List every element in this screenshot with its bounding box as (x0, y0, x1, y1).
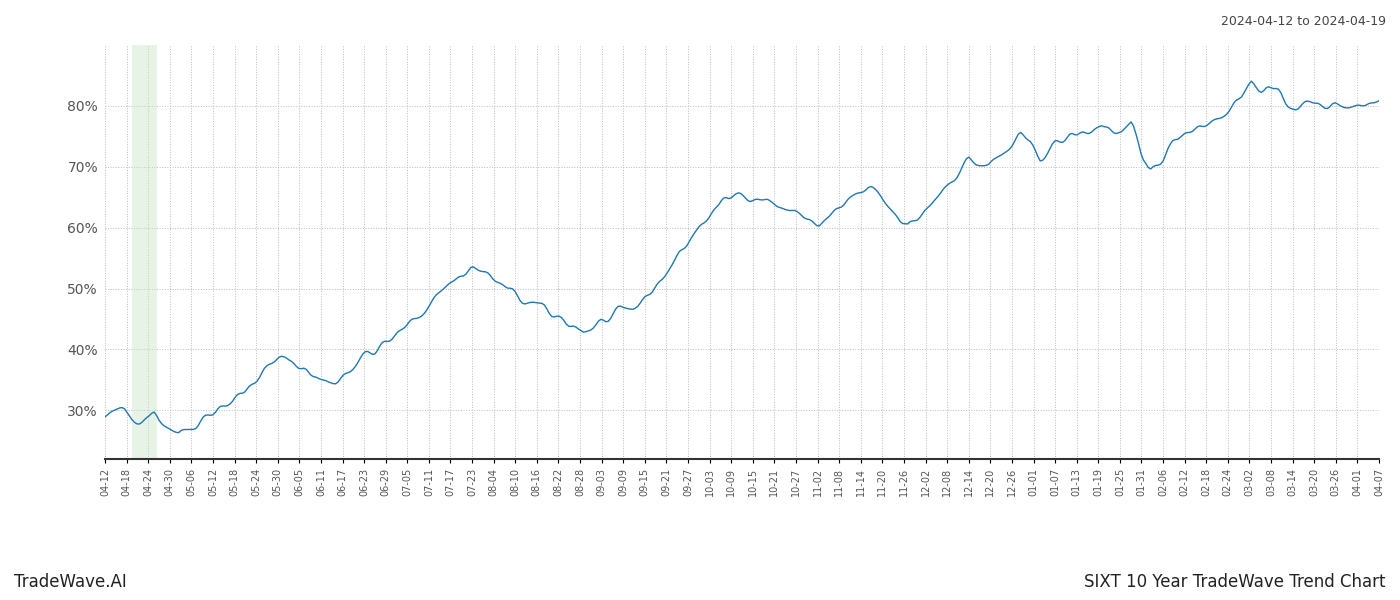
Text: SIXT 10 Year TradeWave Trend Chart: SIXT 10 Year TradeWave Trend Chart (1085, 573, 1386, 591)
Text: TradeWave.AI: TradeWave.AI (14, 573, 127, 591)
Bar (132, 45, 157, 459)
Text: 2024-04-12 to 2024-04-19: 2024-04-12 to 2024-04-19 (1221, 15, 1386, 28)
